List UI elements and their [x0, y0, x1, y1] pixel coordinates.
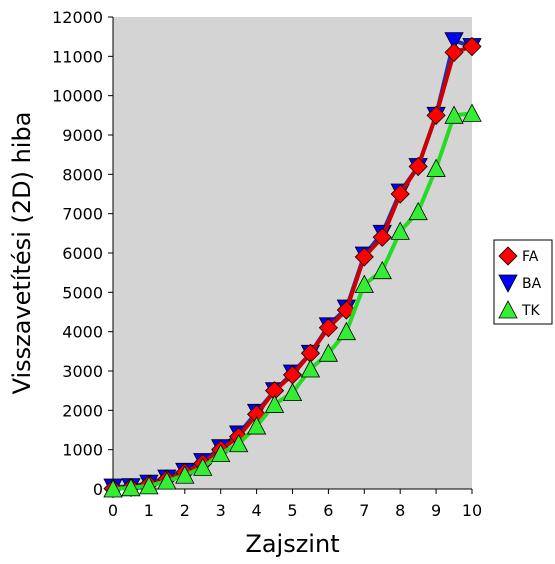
- y-tick-label: 11000: [52, 47, 103, 66]
- data-point-tk: [157, 471, 177, 490]
- y-tick-label: 1000: [62, 441, 103, 460]
- legend-marker-ba: [498, 274, 518, 293]
- series-fa: [103, 36, 482, 499]
- plot-area: [113, 17, 472, 489]
- data-point-fa: [372, 227, 392, 247]
- x-tick-label: 0: [108, 501, 118, 520]
- x-tick-label: 8: [395, 501, 405, 520]
- series-layer: [103, 32, 482, 499]
- y-tick-label: 6000: [62, 244, 103, 263]
- data-point-fa: [408, 156, 428, 177]
- data-point-tk: [462, 103, 482, 122]
- legend-label-ba: BA: [522, 276, 542, 292]
- y-tick-label: 12000: [52, 8, 103, 27]
- y-tick-label: 10000: [52, 87, 103, 106]
- legend-item-fa: FA: [498, 246, 539, 266]
- data-point-fa: [354, 247, 374, 267]
- y-tick-label: 0: [93, 480, 103, 499]
- data-point-tk: [246, 416, 267, 435]
- x-tick-label: 1: [144, 501, 154, 520]
- data-point-fa: [444, 42, 464, 62]
- x-tick-label: 3: [216, 501, 226, 520]
- data-point-tk: [390, 221, 410, 240]
- x-tick-label: 9: [431, 501, 441, 520]
- data-point-tk: [121, 477, 141, 497]
- data-point-tk: [282, 382, 303, 402]
- x-tick-label: 7: [359, 501, 369, 520]
- y-tick-label: 3000: [62, 362, 103, 381]
- y-tick-label: 4000: [62, 323, 103, 342]
- data-point-tk: [103, 479, 123, 498]
- data-point-tk: [228, 433, 249, 453]
- data-point-tk: [426, 158, 446, 177]
- axes: 0100020003000400050006000700080009000100…: [52, 8, 482, 520]
- data-point-tk: [193, 457, 213, 476]
- data-point-tk: [139, 475, 159, 495]
- data-point-tk: [372, 260, 392, 280]
- legend-label-tk: TK: [521, 303, 541, 319]
- data-point-tk: [318, 343, 339, 362]
- y-tick-label: 2000: [62, 401, 103, 420]
- legend-item-ba: BA: [498, 274, 542, 293]
- data-point-tk: [300, 359, 321, 378]
- y-tick-label: 8000: [62, 165, 103, 184]
- x-tick-label: 2: [180, 501, 190, 520]
- data-point-fa: [390, 184, 410, 204]
- x-tick-label: 10: [462, 501, 482, 520]
- x-axis-title: Zajszint: [245, 530, 339, 558]
- legend-marker-fa: [498, 246, 518, 266]
- legend: FA BA TK: [493, 239, 553, 325]
- data-point-tk: [444, 105, 464, 124]
- data-point-tk: [336, 321, 357, 341]
- legend-item-tk: TK: [498, 300, 541, 319]
- y-tick-label: 9000: [62, 126, 103, 145]
- x-tick-label: 6: [323, 501, 333, 520]
- data-point-fa: [462, 36, 482, 57]
- data-point-fa: [318, 318, 338, 338]
- data-point-ba: [444, 32, 464, 51]
- legend-label-fa: FA: [522, 249, 539, 265]
- data-point-tk: [354, 274, 374, 293]
- legend-marker-tk: [498, 300, 518, 319]
- series-tk: [103, 103, 482, 498]
- x-tick-label: 4: [252, 501, 262, 520]
- data-point-tk: [175, 465, 195, 484]
- data-point-tk: [211, 443, 231, 463]
- data-point-fa: [426, 105, 446, 125]
- data-point-tk: [408, 201, 428, 221]
- x-tick-label: 5: [287, 501, 297, 520]
- y-tick-label: 7000: [62, 205, 103, 224]
- data-point-tk: [264, 394, 285, 413]
- y-tick-label: 5000: [62, 283, 103, 302]
- legend-items: FA BA TK: [498, 246, 542, 319]
- y-axis-title: Visszavetítési (2D) hiba: [8, 112, 36, 395]
